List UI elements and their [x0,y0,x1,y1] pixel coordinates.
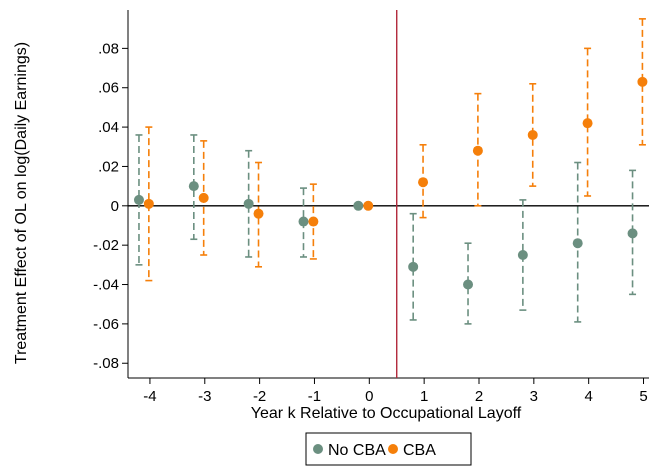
no-cba-point [463,279,474,290]
y-tick-label: -.06 [93,316,119,333]
cba-point [143,198,154,209]
y-tick-label: -.08 [93,355,119,372]
x-tick-label: 0 [365,388,373,405]
y-tick-label: .06 [98,80,119,97]
cba-point [637,76,648,87]
x-tick-label: 2 [475,388,483,405]
x-tick-label: 5 [639,388,647,405]
x-tick-label: 3 [530,388,538,405]
cba-point [363,200,374,211]
cba-point [308,216,319,227]
legend-label-no-cba: No CBA [328,442,386,459]
y-tick-label: .02 [98,158,119,175]
y-tick-label: -.02 [93,237,119,254]
legend-label-cba: CBA [403,442,436,459]
no-cba-point [188,181,199,192]
legend-marker-no-cba [313,444,323,454]
y-tick-label: 0 [111,198,119,215]
cba-point [253,208,264,219]
y-tick-label: -.04 [93,277,119,294]
cba-point [198,192,209,203]
cba-point [472,145,483,156]
y-tick-label: .08 [98,40,119,57]
no-cba-point [298,216,309,227]
legend: No CBA CBA [305,432,472,466]
y-tick-label: .04 [98,119,119,136]
x-tick-label: 1 [420,388,428,405]
axes-layer: -.08 -.06 -.04 -.02 0 .02 .04 .06 .08 -4 -3 -2 -1 0 1 2… [93,10,649,405]
x-tick-label: -1 [308,388,321,405]
x-tick-label: 4 [585,388,593,405]
no-cba-point [408,261,419,272]
reference-lines [128,10,649,378]
no-cba-point [572,238,583,249]
cba-point [582,118,593,129]
no-cba-point [133,194,144,205]
x-axis-title: Year k Relative to Occupational Layoff [251,405,522,422]
x-tick-label: -3 [198,388,211,405]
series-layer [133,18,648,325]
x-tick-label: -4 [143,388,156,405]
no-cba-point [517,250,528,261]
no-cba-point [353,200,364,211]
x-tick-label: -2 [253,388,266,405]
cba-point [418,177,429,188]
legend-marker-cba [388,444,398,454]
no-cba-point [627,228,638,239]
no-cba-point [243,198,254,209]
y-axis-title: Treatment Effect of OL on log(Daily Earn… [13,42,30,364]
cba-point [527,129,538,140]
